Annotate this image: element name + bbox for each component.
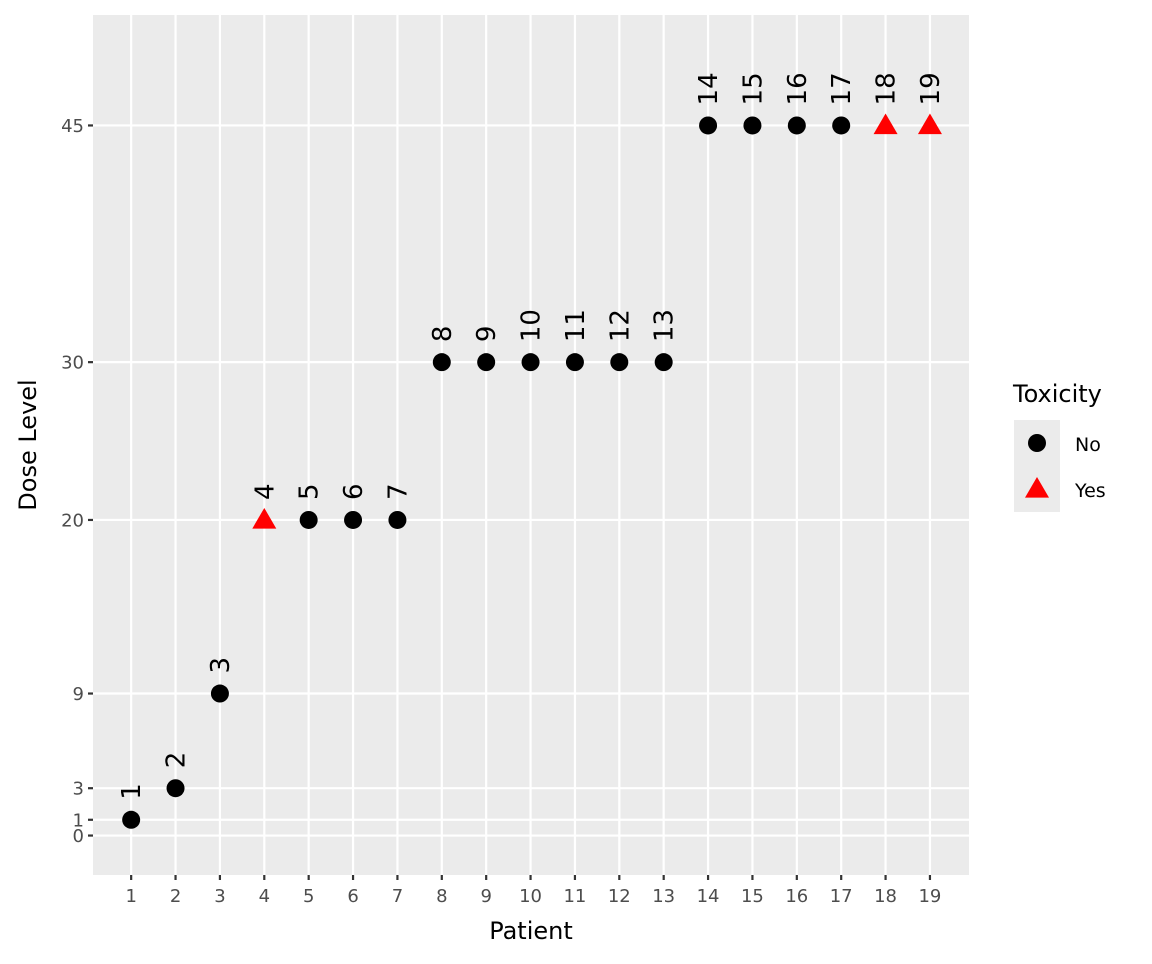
y-tick-label: 45: [61, 116, 84, 137]
legend-label-yes: Yes: [1074, 480, 1106, 502]
legend-label-no: No: [1075, 434, 1101, 456]
point-toxicity-yes: [873, 113, 898, 135]
point-toxicity-no: [521, 353, 540, 372]
point-label: 4: [250, 483, 280, 500]
point-label: 11: [561, 309, 591, 342]
x-tick-label: 13: [652, 886, 675, 907]
point-label: 8: [428, 326, 458, 343]
x-tick-label: 7: [392, 886, 403, 907]
point-label: 18: [872, 72, 902, 105]
point-label: 5: [295, 483, 325, 500]
x-tick-label: 5: [303, 886, 314, 907]
point-toxicity-no: [388, 510, 407, 529]
x-tick-label: 11: [563, 886, 586, 907]
y-tick-label: 30: [61, 353, 84, 374]
x-tick-label: 8: [436, 886, 447, 907]
gridlines: [93, 15, 969, 875]
point-toxicity-no: [299, 510, 318, 529]
point-label: 3: [206, 657, 236, 674]
point-toxicity-yes: [252, 507, 277, 529]
x-tick-label: 6: [347, 886, 358, 907]
legend: Toxicity No Yes: [1012, 380, 1106, 512]
point-toxicity-yes: [917, 113, 942, 135]
point-toxicity-no: [565, 353, 584, 372]
y-tick-label: 1: [73, 810, 84, 831]
point-label: 14: [694, 72, 724, 105]
x-tick-label: 9: [480, 886, 491, 907]
legend-title: Toxicity: [1012, 380, 1102, 408]
x-tick-label: 1: [125, 886, 136, 907]
point-label: 9: [472, 326, 502, 343]
point-toxicity-no: [166, 779, 185, 798]
y-tick-label: 9: [73, 684, 84, 705]
point-toxicity-no: [432, 353, 451, 372]
point-toxicity-no: [477, 353, 496, 372]
x-axis-title: Patient: [489, 917, 573, 945]
x-tick-label: 17: [830, 886, 853, 907]
point-toxicity-no: [699, 116, 718, 135]
point-label: 19: [916, 72, 946, 105]
point-label: 17: [827, 72, 857, 105]
x-tick-label: 3: [214, 886, 225, 907]
x-tick-label: 14: [697, 886, 720, 907]
x-tick-label: 16: [785, 886, 808, 907]
y-axis-title: Dose Level: [14, 379, 42, 510]
y-tick-label: 3: [73, 779, 84, 800]
point-label: 10: [517, 309, 547, 342]
x-tick-label: 18: [874, 886, 897, 907]
point-label: 16: [783, 72, 813, 105]
x-tick-label: 2: [170, 886, 181, 907]
y-tick-label: 20: [61, 510, 84, 531]
point-label: 2: [162, 752, 192, 769]
point-label: 15: [738, 72, 768, 105]
legend-key-background: [1014, 420, 1060, 512]
point-label: 13: [650, 309, 680, 342]
y-tick-label: 0: [73, 826, 84, 847]
x-tick-label: 19: [918, 886, 941, 907]
point-toxicity-no: [210, 684, 229, 703]
x-tick-label: 12: [608, 886, 631, 907]
point-label: 1: [117, 783, 147, 800]
legend-key-circle-icon: [1028, 434, 1046, 452]
point-toxicity-no: [743, 116, 762, 135]
point-toxicity-no: [344, 510, 363, 529]
point-label: 7: [383, 483, 413, 500]
point-toxicity-no: [787, 116, 806, 135]
point-label: 12: [605, 309, 635, 342]
point-toxicity-no: [610, 353, 629, 372]
point-toxicity-no: [122, 810, 141, 829]
x-tick-label: 15: [741, 886, 764, 907]
x-tick-label: 10: [519, 886, 542, 907]
point-toxicity-no: [832, 116, 851, 135]
point-toxicity-no: [654, 353, 673, 372]
point-label: 6: [339, 483, 369, 500]
x-tick-label: 4: [259, 886, 270, 907]
legend-key-triangle-icon: [1025, 477, 1049, 498]
